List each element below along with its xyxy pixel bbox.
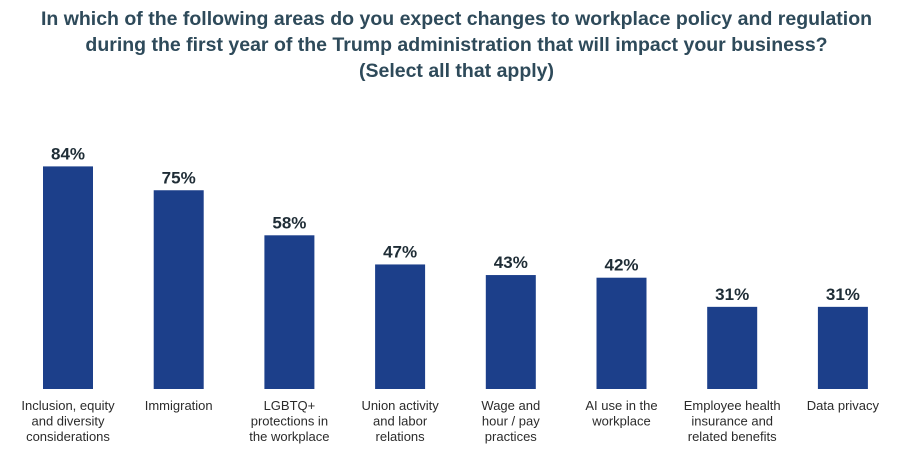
value-label-7: 31% (715, 285, 749, 304)
category-label-1-line-1: Inclusion, equity (21, 398, 115, 413)
value-label-4: 47% (383, 242, 417, 261)
chart-title-line-3: (Select all that apply) (358, 60, 555, 82)
category-label-5-line-3: practices (485, 429, 538, 444)
bar-7 (707, 306, 758, 389)
category-label-5-line-2: hour / pay (482, 414, 540, 429)
value-label-3: 58% (272, 213, 306, 232)
bar-1 (43, 166, 93, 389)
category-label-3: LGBTQ+ protections in the workplace (249, 398, 329, 444)
category-label-6: AI use in the workplace (585, 398, 657, 429)
category-label-3-line-2: protections in (251, 414, 328, 429)
bar-3 (264, 235, 315, 389)
bar-4 (375, 264, 426, 389)
bar-8 (817, 306, 868, 389)
category-label-3-line-1: LGBTQ+ (264, 398, 316, 413)
value-label-2: 75% (162, 168, 196, 187)
value-label-8: 31% (826, 285, 860, 304)
category-label-4-line-3: relations (376, 429, 426, 444)
category-label-1-line-2: and diversity (32, 414, 105, 429)
chart-title: In which of the following areas do you e… (0, 6, 913, 84)
category-label-4-line-2: and labor (373, 414, 428, 429)
category-label-7-line-2: insurance and (691, 414, 773, 429)
category-label-4-line-1: Union activity (361, 398, 439, 413)
category-label-6-line-2: workplace (591, 414, 651, 429)
bar-5 (485, 275, 536, 389)
bar-6 (596, 277, 647, 389)
category-label-7-line-3: related benefits (688, 429, 777, 444)
value-label-5: 43% (494, 253, 528, 272)
category-label-6-line-1: AI use in the (585, 398, 657, 413)
category-label-1-line-3: considerations (26, 429, 110, 444)
category-label-2: Immigration (145, 398, 213, 413)
category-label-4: Union activity and labor relations (361, 398, 439, 444)
category-label-7-line-1: Employee health (684, 398, 781, 413)
category-label-8: Data privacy (807, 398, 880, 413)
category-label-8-line-1: Data privacy (807, 398, 880, 413)
value-label-1: 84% (51, 144, 85, 163)
chart-title-line-1: In which of the following areas do you e… (40, 8, 873, 30)
category-label-1: Inclusion, equity and diversity considerat… (21, 398, 115, 444)
bar-2 (153, 190, 204, 389)
category-label-5: Wage and hour / pay practices (481, 398, 540, 444)
chart-title-line-2: during the first year of the Trump admin… (85, 34, 828, 56)
value-label-6: 42% (604, 256, 638, 275)
category-label-7: Employee health insurance and related bene… (684, 398, 781, 444)
category-label-2-line-1: Immigration (145, 398, 213, 413)
category-label-5-line-1: Wage and (481, 398, 540, 413)
category-label-3-line-3: the workplace (249, 429, 329, 444)
